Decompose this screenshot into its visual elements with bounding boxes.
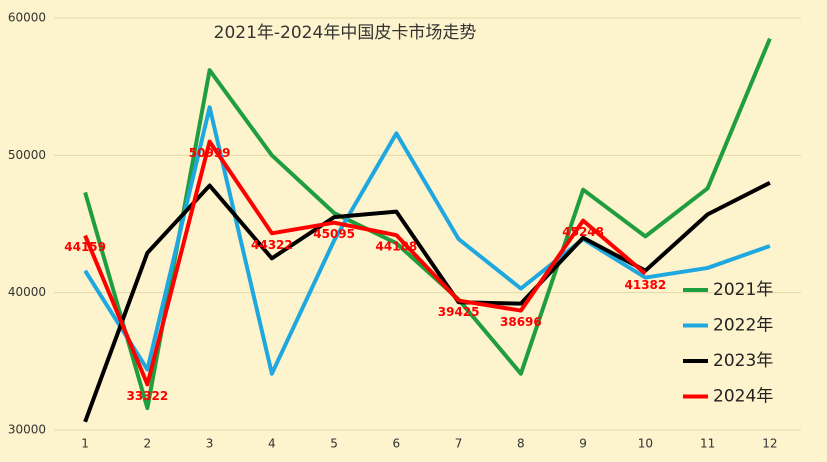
- y-tick-label: 60000: [8, 11, 46, 25]
- legend-label: 2023年: [713, 351, 773, 371]
- x-tick-label: 4: [268, 437, 276, 451]
- x-tick-label: 7: [455, 437, 463, 451]
- series-line: [83, 105, 771, 376]
- series-line: [83, 37, 772, 411]
- legend-label: 2022年: [713, 316, 773, 336]
- x-tick-label: 11: [700, 437, 715, 451]
- x-tick-label: 9: [579, 437, 587, 451]
- data-label: 44159: [64, 240, 106, 254]
- x-tick-label: 6: [393, 437, 401, 451]
- data-label: 45248: [562, 225, 604, 239]
- x-tick-label: 2: [144, 437, 152, 451]
- y-tick-label: 40000: [8, 285, 46, 299]
- x-tick-label: 3: [206, 437, 214, 451]
- data-label: 33322: [127, 389, 169, 403]
- data-label: 39425: [438, 305, 480, 319]
- y-tick-label: 30000: [8, 423, 46, 437]
- data-label: 38696: [500, 315, 542, 329]
- series-line: [83, 181, 771, 423]
- x-tick-label: 10: [638, 437, 653, 451]
- y-tick-label: 50000: [8, 148, 46, 162]
- data-label: 45095: [313, 227, 355, 241]
- series-line: [83, 139, 647, 387]
- data-label: 41382: [625, 278, 667, 292]
- legend-label: 2021年: [713, 280, 773, 300]
- chart-title: 2021年-2024年中国皮卡市场走势: [214, 23, 477, 43]
- x-tick-label: 5: [330, 437, 338, 451]
- x-tick-label: 12: [762, 437, 777, 451]
- legend-label: 2024年: [713, 387, 773, 407]
- data-label: 50999: [189, 146, 231, 160]
- x-tick-label: 1: [81, 437, 89, 451]
- data-label: 44322: [251, 238, 293, 252]
- data-label: 44188: [376, 240, 418, 254]
- x-tick-label: 8: [517, 437, 525, 451]
